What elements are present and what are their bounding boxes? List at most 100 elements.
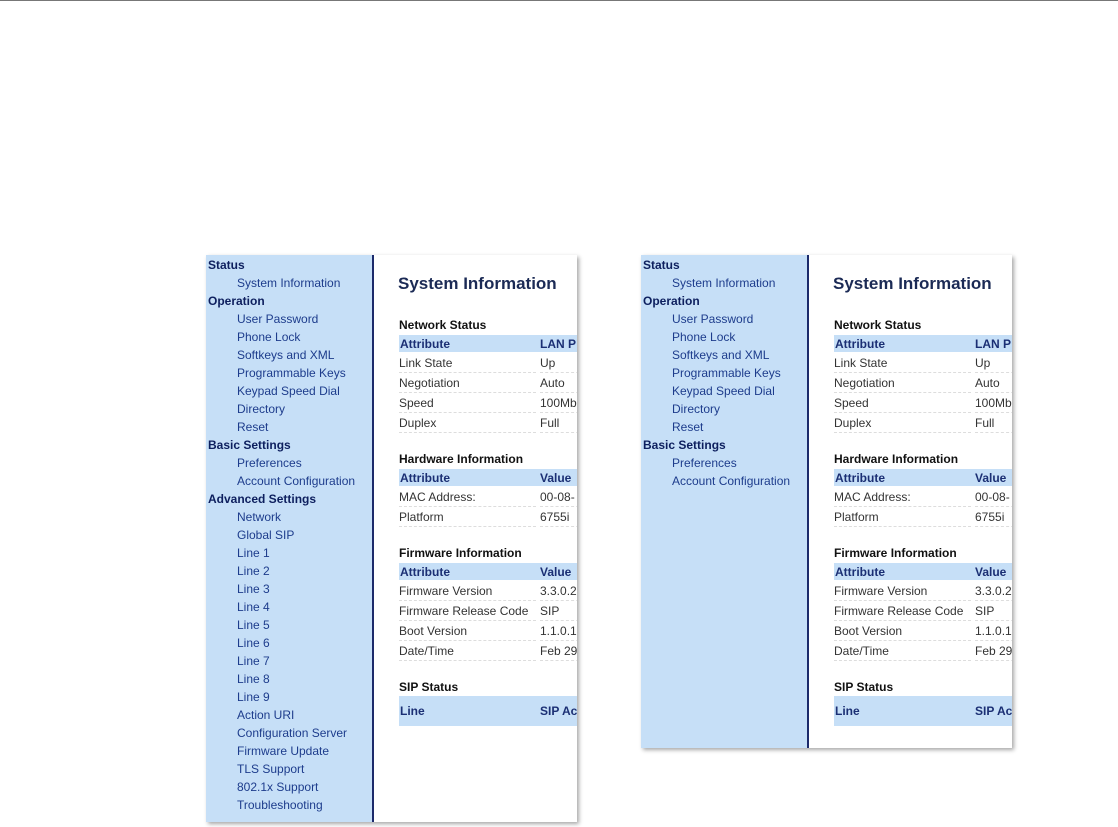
- table-cell: Boot Version: [834, 624, 971, 641]
- table-cell: Duplex: [399, 416, 536, 433]
- table-row: Speed 100Mb: [834, 393, 1012, 413]
- nav-group[interactable]: Operation: [208, 294, 265, 308]
- nav-link[interactable]: Line 8: [237, 672, 270, 686]
- section-heading: Firmware Information: [834, 546, 957, 560]
- nav-link[interactable]: Global SIP: [237, 528, 295, 542]
- nav-link[interactable]: Line 9: [237, 690, 270, 704]
- table-cell: 100Mb: [540, 396, 577, 413]
- nav-link[interactable]: Troubleshooting: [237, 798, 323, 812]
- section-heading: Network Status: [399, 318, 487, 332]
- table-cell: Link State: [834, 356, 971, 373]
- table-row: Negotiation Auto: [399, 373, 577, 393]
- table-cell: MAC Address:: [834, 490, 971, 507]
- nav-link[interactable]: Line 2: [237, 564, 270, 578]
- nav-link[interactable]: Reset: [672, 420, 704, 434]
- nav-link[interactable]: Network: [237, 510, 282, 524]
- nav-link[interactable]: Account Configuration: [672, 474, 791, 488]
- nav-link[interactable]: Line 1: [237, 546, 270, 560]
- table-cell: Firmware Version: [399, 584, 536, 601]
- table-cell: Firmware Version: [834, 584, 971, 601]
- nav-link[interactable]: Keypad Speed Dial: [672, 384, 775, 398]
- table-cell: Firmware Release Code: [399, 604, 536, 621]
- nav-link[interactable]: User Password: [672, 312, 754, 326]
- table-row: Duplex Full: [399, 413, 577, 433]
- nav-link[interactable]: Programmable Keys: [672, 366, 781, 380]
- table-cell: 1.1.0.1: [975, 624, 1012, 641]
- nav-link[interactable]: Line 7: [237, 654, 270, 668]
- nav-link[interactable]: Line 6: [237, 636, 270, 650]
- table-header: Attribute Value: [834, 563, 1012, 580]
- nav-link[interactable]: Line 4: [237, 600, 270, 614]
- content: System Information Network Status Attribut…: [809, 255, 1012, 748]
- table-row: Negotiation Auto: [834, 373, 1012, 393]
- header-cell: Value: [540, 564, 572, 579]
- table-cell: Platform: [399, 510, 536, 527]
- table-cell: Feb 29: [975, 644, 1012, 661]
- table-cell: 00-08-: [975, 490, 1012, 507]
- nav-link[interactable]: Directory: [237, 402, 286, 416]
- nav-link[interactable]: System Information: [237, 276, 341, 290]
- table-header: Line SIP Ac: [399, 696, 577, 726]
- table-cell: SIP: [975, 604, 1012, 621]
- nav-link[interactable]: Phone Lock: [672, 330, 736, 344]
- nav-group[interactable]: Status: [643, 258, 680, 272]
- nav-link[interactable]: Line 5: [237, 618, 270, 632]
- nav-group[interactable]: Advanced Settings: [208, 492, 317, 506]
- nav-link[interactable]: Account Configuration: [237, 474, 356, 488]
- nav-group[interactable]: Basic Settings: [643, 438, 726, 452]
- table-cell: 100Mb: [975, 396, 1012, 413]
- table-row: Firmware Release Code SIP: [399, 601, 577, 621]
- nav-link[interactable]: User Password: [237, 312, 319, 326]
- table-row: MAC Address: 00-08-: [834, 487, 1012, 507]
- section-heading: Hardware Information: [834, 452, 959, 466]
- table-row: Firmware Version 3.3.0.2: [399, 581, 577, 601]
- nav-link[interactable]: Softkeys and XML: [237, 348, 335, 362]
- nav-group[interactable]: Operation: [643, 294, 700, 308]
- section-heading: SIP Status: [399, 680, 459, 694]
- nav-link[interactable]: Reset: [237, 420, 269, 434]
- nav-link[interactable]: Configuration Server: [237, 726, 348, 740]
- table-row: Duplex Full: [834, 413, 1012, 433]
- header-cell: Attribute: [400, 336, 450, 351]
- table-cell: SIP: [540, 604, 577, 621]
- table-row: Link State Up: [834, 353, 1012, 373]
- nav-link[interactable]: Firmware Update: [237, 744, 330, 758]
- header-cell: LAN P: [540, 336, 576, 351]
- nav-link[interactable]: Directory: [672, 402, 721, 416]
- nav-link[interactable]: Line 3: [237, 582, 270, 596]
- table-cell: Full: [975, 416, 1012, 433]
- content: System Information Network Status Attribut…: [374, 255, 577, 822]
- table-row: Platform 6755i: [834, 507, 1012, 527]
- nav-link[interactable]: Phone Lock: [237, 330, 301, 344]
- nav-link[interactable]: TLS Support: [237, 762, 305, 776]
- table-cell: 1.1.0.1: [540, 624, 577, 641]
- header-cell: Value: [975, 564, 1007, 579]
- table-header: Attribute Value: [399, 563, 577, 580]
- table-row: Date/Time Feb 29: [399, 641, 577, 661]
- screenshot-panel: Status System Information Operation User Pa…: [206, 255, 577, 822]
- table-row: Link State Up: [399, 353, 577, 373]
- nav-link[interactable]: System Information: [672, 276, 776, 290]
- nav-link[interactable]: Preferences: [672, 456, 737, 470]
- table-cell: Speed: [399, 396, 536, 413]
- table-cell: 6755i: [975, 510, 1012, 527]
- nav-link[interactable]: Softkeys and XML: [672, 348, 770, 362]
- table-header: Attribute LAN P: [834, 335, 1012, 352]
- nav-group[interactable]: Status: [208, 258, 245, 272]
- table-cell: Date/Time: [399, 644, 536, 661]
- nav-link[interactable]: Programmable Keys: [237, 366, 346, 380]
- table-cell: MAC Address:: [399, 490, 536, 507]
- table-cell: Platform: [834, 510, 971, 527]
- table-cell: Negotiation: [834, 376, 971, 393]
- header-cell: Attribute: [400, 564, 450, 579]
- header-cell: SIP Ac: [540, 704, 577, 718]
- header-cell: Line: [400, 704, 425, 718]
- table-row: MAC Address: 00-08-: [399, 487, 577, 507]
- nav-link[interactable]: Action URI: [237, 708, 295, 722]
- sidebar: Status System Information Operation User Pa…: [641, 255, 809, 748]
- nav-link[interactable]: 802.1x Support: [237, 780, 319, 794]
- nav-group[interactable]: Basic Settings: [208, 438, 291, 452]
- nav-link[interactable]: Preferences: [237, 456, 302, 470]
- table-cell: 00-08-: [540, 490, 577, 507]
- nav-link[interactable]: Keypad Speed Dial: [237, 384, 340, 398]
